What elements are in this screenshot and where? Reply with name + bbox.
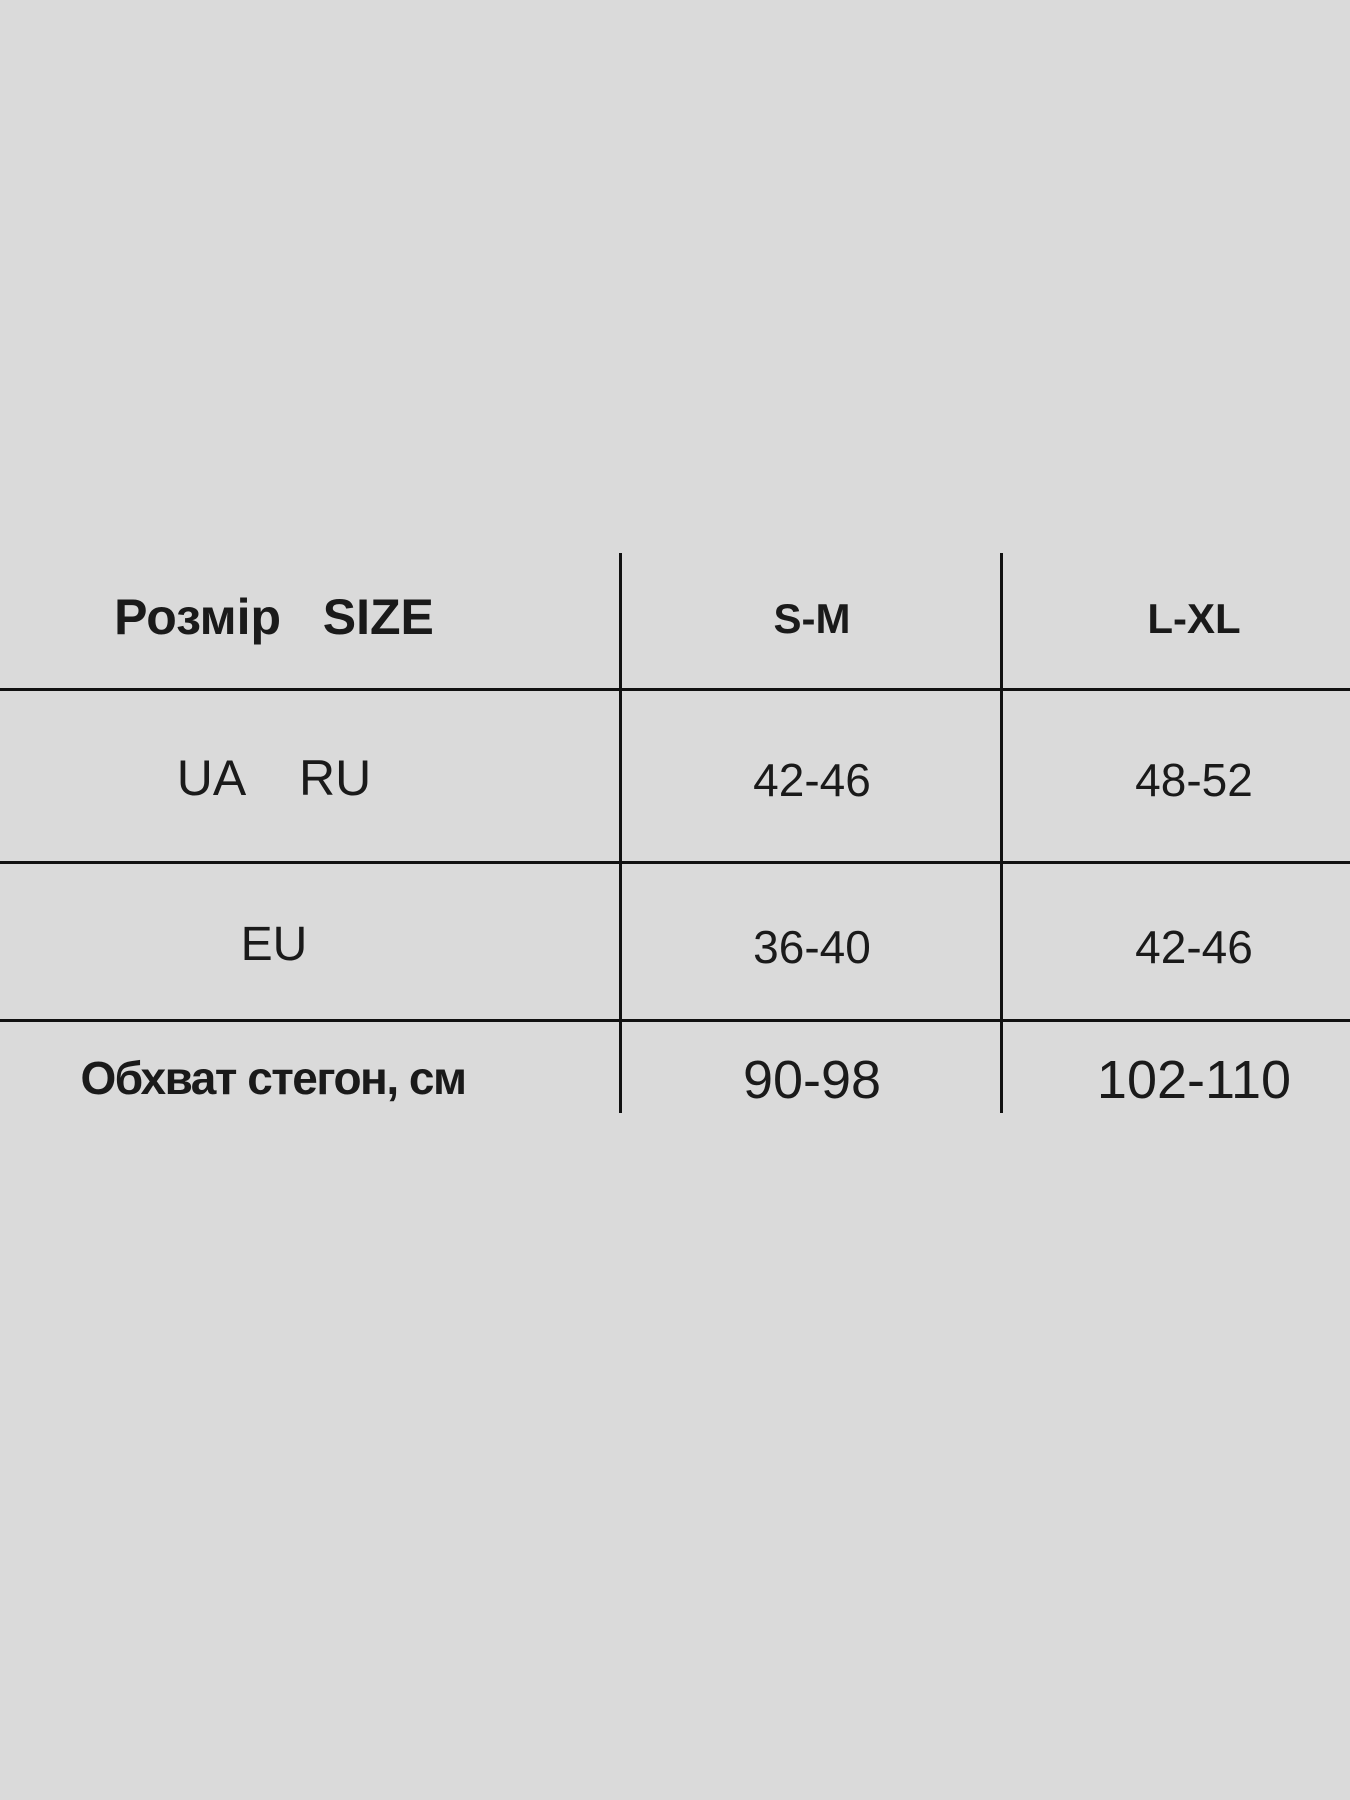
cell-value: 42-46 [753, 754, 871, 806]
row-label-eu: EU [240, 918, 308, 971]
cell-value: 90-98 [742, 1050, 882, 1110]
cell-value: 48-52 [1135, 754, 1253, 806]
cell-value: 36-40 [753, 921, 871, 973]
column-divider [619, 553, 622, 1113]
row-label-ua-ru: UA RU [176, 750, 372, 806]
header-s-m: S-M [773, 595, 851, 642]
row-label-hip-girth: Обхват стегон, см [80, 1052, 468, 1104]
cell-value: 102-110 [1096, 1050, 1292, 1110]
header-l-xl: L-XL [1147, 595, 1241, 642]
row-divider [0, 861, 1350, 864]
column-divider [1000, 553, 1003, 1113]
header-size-label: Розмір SIZE [114, 589, 434, 645]
row-divider [0, 688, 1350, 691]
cell-value: 42-46 [1135, 921, 1253, 973]
row-divider [0, 1019, 1350, 1022]
